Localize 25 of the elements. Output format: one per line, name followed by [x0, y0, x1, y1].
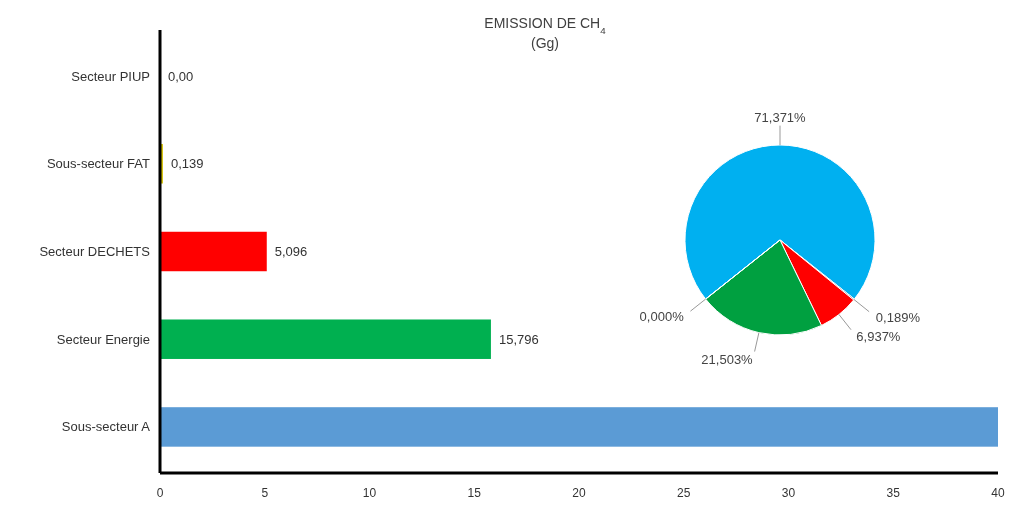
x-tick-label: 15 — [467, 486, 482, 500]
data-label: 5,096 — [274, 244, 308, 260]
data-label: 0,00 — [168, 68, 194, 84]
chart-subtitle: (Gg) — [531, 35, 559, 51]
x-tick-label: 30 — [781, 486, 796, 500]
x-tick-label: 20 — [572, 486, 586, 500]
data-label: 15,796 — [498, 331, 539, 347]
x-tick-label: 10 — [362, 486, 377, 500]
data-label: 0,139 — [170, 156, 204, 172]
data-label: 6,937% — [856, 328, 901, 344]
y-tick-label: Secteur Energie — [56, 331, 150, 347]
data-label: 0,189% — [875, 309, 921, 325]
text: 0,000% — [639, 309, 684, 325]
data-label: 71,371% — [754, 109, 807, 125]
y-tick-label: Secteur PIUP — [71, 68, 150, 84]
y-tick-label: Secteur DECHETS — [39, 244, 151, 260]
y-tick-label: Sous-secteur A — [61, 419, 151, 435]
y-tick-label: Sous-secteur FAT — [46, 156, 151, 172]
x-tick-label: 25 — [677, 486, 691, 500]
x-tick-label: 0 — [156, 486, 164, 500]
chart-title: EMISSION DE CH$_{4}$ — [484, 15, 607, 36]
x-tick-label: 40 — [991, 486, 1005, 500]
data-label: 21,503% — [701, 352, 754, 368]
x-tick-label: 35 — [886, 486, 901, 500]
x-tick-label: 5 — [261, 486, 269, 500]
